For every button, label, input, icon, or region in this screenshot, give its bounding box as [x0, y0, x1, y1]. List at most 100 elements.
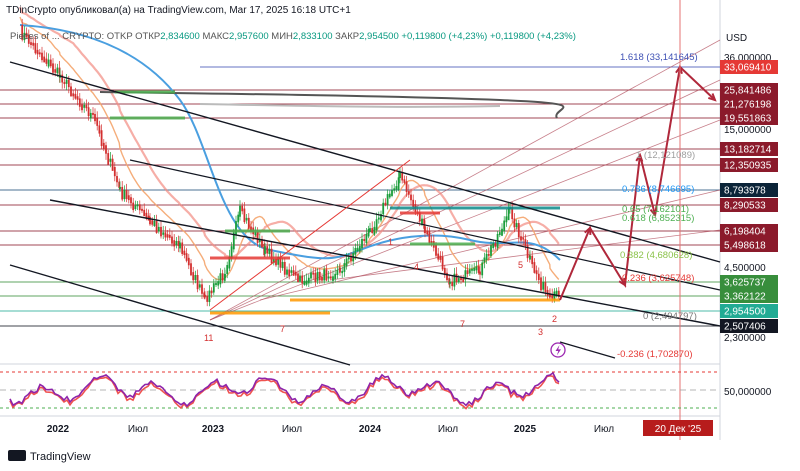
candle-body — [343, 263, 346, 272]
candle-body — [70, 86, 72, 97]
candle-body — [54, 69, 57, 73]
publish-credit: TDinCrypto опубликовал(а) на TradingView… — [6, 5, 351, 16]
channel-lower-extension — [559, 341, 616, 359]
candle-body — [347, 257, 350, 260]
candle-body — [162, 232, 165, 235]
price-label-box — [720, 142, 778, 156]
candle-body — [237, 214, 240, 223]
candle-body — [56, 67, 59, 74]
price-label-text: 33,069410 — [724, 63, 772, 74]
candle-body — [266, 246, 269, 254]
price-label-text: 6,198404 — [724, 227, 766, 238]
projection-arrowhead — [618, 277, 627, 287]
candle-body — [134, 205, 137, 209]
fib-label: -0.236 (1,702870) — [617, 349, 693, 360]
wave-label: 4 — [414, 262, 419, 272]
price-label-box — [720, 183, 778, 197]
candle-body — [49, 59, 52, 67]
candle-body — [498, 232, 501, 236]
currency-label[interactable]: USD — [726, 33, 748, 44]
candle-body — [426, 230, 429, 235]
candle-body — [286, 269, 288, 275]
fib-label: 0.65 (7,162101) — [622, 204, 689, 215]
price-tick-label: 4,500000 — [724, 263, 766, 274]
candle-body — [235, 221, 237, 236]
candle-body — [245, 217, 248, 221]
candle-body — [553, 291, 556, 300]
candle-body — [479, 271, 481, 275]
lightning-icon[interactable] — [550, 342, 566, 358]
candle-body — [123, 189, 126, 200]
price-label-text: 2,954500 — [724, 307, 766, 318]
price-label-text: 25,841486 — [724, 86, 772, 97]
candle-body — [312, 272, 315, 275]
candle-body — [275, 258, 277, 266]
candle-body — [149, 216, 151, 225]
candle-body — [281, 261, 284, 269]
candle-body — [401, 171, 404, 181]
candle-body — [136, 204, 139, 207]
candle-body — [83, 104, 86, 108]
candle-body — [515, 223, 518, 228]
ma-line-lightgrey — [199, 103, 501, 108]
candle-body — [443, 267, 446, 276]
candle-body — [494, 243, 497, 247]
price-label-box — [720, 158, 778, 172]
candle-body — [190, 263, 192, 276]
low-value: 2,833100 — [292, 31, 333, 42]
price-label-box — [720, 83, 778, 97]
tradingview-logo[interactable]: TradingView — [8, 450, 91, 463]
chart-header: TDinCrypto опубликовал(а) на TradingView… — [0, 0, 720, 30]
candle-body — [511, 207, 514, 220]
candle-body — [405, 181, 408, 193]
candle-body — [457, 278, 460, 282]
candle-body — [226, 265, 229, 275]
channel-upper-line — [9, 61, 721, 263]
candle-body — [557, 290, 560, 298]
candle-body — [290, 270, 293, 273]
price-label-box — [720, 238, 778, 252]
candle-body — [125, 189, 128, 200]
price-label-text: 5,498618 — [724, 241, 766, 252]
candle-body — [529, 255, 531, 260]
time-tick-label: 2023 — [202, 424, 225, 435]
fib-label: 0.786 (8,746695) — [622, 184, 694, 195]
candle-body — [89, 112, 92, 119]
candle-body — [168, 234, 171, 238]
projection-arrowhead — [635, 152, 644, 162]
symbol-name[interactable]: Pieces of ... CRYPTO: OTKP — [10, 31, 133, 42]
channel-inner-line — [129, 159, 721, 291]
candle-body — [369, 228, 371, 232]
candle-body — [155, 220, 158, 233]
candle-body — [466, 270, 469, 275]
candle-body — [143, 209, 146, 217]
candle-body — [448, 278, 451, 285]
candle-body — [67, 79, 70, 88]
wave-label: 1 — [388, 237, 393, 247]
candle-body — [507, 208, 510, 221]
candle-body — [391, 190, 393, 196]
candle-body — [501, 228, 503, 236]
candle-body — [109, 158, 112, 162]
candle-body — [471, 268, 473, 271]
time-axis: 2022 Июл 2023 Июл 2024 Июл 2025 Июл 20 Дек '25 — [47, 420, 713, 436]
candle-body — [388, 193, 391, 198]
open-label: ОТКР — [135, 31, 161, 42]
candle-body — [314, 272, 317, 283]
wave-label: 11 — [204, 333, 213, 343]
candle-body — [460, 278, 462, 281]
candle-body — [327, 276, 330, 279]
price-label-text: 3,625737 — [724, 278, 766, 289]
candle-body — [258, 239, 261, 243]
time-tick-label: Июл — [282, 424, 302, 435]
candle-body — [393, 188, 396, 191]
candle-body — [517, 223, 520, 238]
candle-body — [522, 237, 525, 240]
candle-body — [92, 112, 94, 115]
candle-body — [166, 234, 169, 238]
high-label: МАКС — [202, 31, 230, 42]
time-tick-label: 2022 — [47, 424, 70, 435]
price-axis: 36,000000 15,000000 4,500000 2,300000 50,000… — [720, 53, 778, 398]
candle-body — [513, 218, 516, 228]
